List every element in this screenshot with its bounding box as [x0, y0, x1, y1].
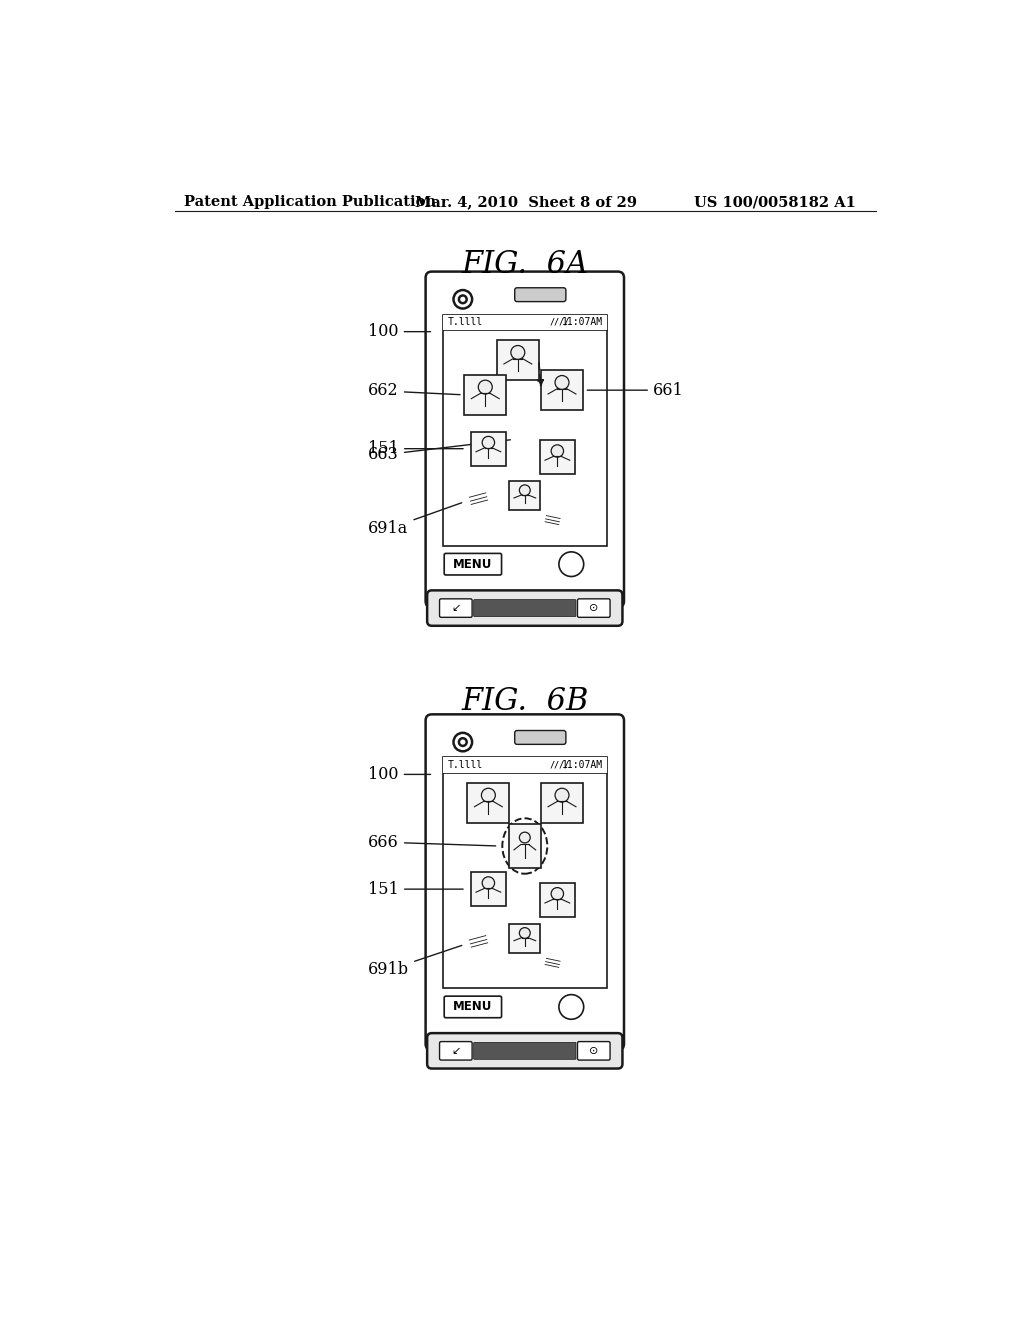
- Text: 662: 662: [369, 383, 460, 400]
- Text: ⊙: ⊙: [589, 603, 598, 612]
- Polygon shape: [465, 928, 493, 953]
- Text: 151: 151: [369, 880, 463, 898]
- FancyBboxPatch shape: [427, 1034, 623, 1069]
- FancyBboxPatch shape: [444, 997, 502, 1018]
- Circle shape: [555, 376, 569, 389]
- Text: FIG.  6A: FIG. 6A: [461, 249, 589, 280]
- Circle shape: [478, 380, 493, 395]
- Text: 151: 151: [369, 440, 463, 457]
- Bar: [467, 783, 509, 822]
- Text: 691b: 691b: [369, 945, 462, 978]
- Circle shape: [555, 788, 569, 803]
- Polygon shape: [542, 405, 603, 461]
- Text: ////: ////: [550, 318, 569, 327]
- Polygon shape: [541, 510, 564, 529]
- Bar: [509, 825, 541, 867]
- Ellipse shape: [503, 818, 547, 874]
- Circle shape: [459, 738, 467, 746]
- Text: 11:07AM: 11:07AM: [562, 760, 603, 770]
- Text: ////: ////: [550, 760, 569, 770]
- Bar: [464, 375, 506, 414]
- FancyBboxPatch shape: [426, 272, 624, 607]
- Circle shape: [519, 832, 530, 843]
- Bar: [442, 314, 607, 330]
- Bar: [442, 314, 607, 545]
- FancyBboxPatch shape: [427, 590, 623, 626]
- Circle shape: [559, 995, 584, 1019]
- FancyBboxPatch shape: [515, 288, 566, 302]
- Circle shape: [559, 552, 584, 577]
- Bar: [509, 480, 541, 511]
- FancyBboxPatch shape: [426, 714, 624, 1051]
- Circle shape: [454, 733, 472, 751]
- FancyBboxPatch shape: [474, 599, 575, 616]
- Polygon shape: [465, 486, 493, 511]
- Text: ↙: ↙: [452, 1045, 461, 1056]
- Bar: [442, 758, 607, 989]
- Polygon shape: [504, 380, 554, 461]
- Bar: [471, 873, 506, 906]
- Circle shape: [519, 484, 530, 495]
- Text: 663: 663: [369, 440, 510, 463]
- Text: FIG.  6B: FIG. 6B: [461, 686, 589, 717]
- Bar: [540, 883, 575, 917]
- Text: Mar. 4, 2010  Sheet 8 of 29: Mar. 4, 2010 Sheet 8 of 29: [415, 195, 637, 210]
- Circle shape: [511, 346, 525, 359]
- Text: ⊙: ⊙: [589, 1045, 598, 1056]
- Circle shape: [551, 445, 563, 457]
- FancyBboxPatch shape: [578, 1041, 610, 1060]
- Text: 100: 100: [369, 766, 430, 783]
- FancyBboxPatch shape: [439, 1041, 472, 1060]
- FancyBboxPatch shape: [515, 730, 566, 744]
- Text: T.llll: T.llll: [447, 760, 482, 770]
- Text: 100: 100: [369, 323, 430, 341]
- Text: T.llll: T.llll: [447, 317, 482, 327]
- Circle shape: [481, 788, 496, 803]
- Text: 666: 666: [369, 834, 496, 850]
- Bar: [540, 441, 575, 474]
- Bar: [541, 370, 583, 411]
- Bar: [497, 341, 539, 380]
- Text: 661: 661: [587, 381, 684, 399]
- Polygon shape: [541, 952, 564, 973]
- Text: MENU: MENU: [454, 557, 493, 570]
- Bar: [541, 783, 583, 822]
- FancyBboxPatch shape: [439, 599, 472, 618]
- Text: MENU: MENU: [454, 1001, 493, 1014]
- Circle shape: [482, 437, 495, 449]
- Bar: [509, 924, 541, 953]
- Circle shape: [482, 876, 495, 890]
- Circle shape: [551, 887, 563, 900]
- FancyBboxPatch shape: [444, 553, 502, 576]
- Circle shape: [454, 290, 472, 309]
- FancyBboxPatch shape: [474, 1043, 575, 1059]
- Text: 691a: 691a: [369, 503, 462, 537]
- Text: ↙: ↙: [452, 603, 461, 612]
- Bar: [442, 758, 607, 774]
- Text: Patent Application Publication: Patent Application Publication: [183, 195, 436, 210]
- Bar: [471, 432, 506, 466]
- Circle shape: [459, 296, 467, 304]
- Text: US 100/0058182 A1: US 100/0058182 A1: [693, 195, 856, 210]
- FancyBboxPatch shape: [578, 599, 610, 618]
- Text: 11:07AM: 11:07AM: [562, 317, 603, 327]
- Circle shape: [519, 928, 530, 939]
